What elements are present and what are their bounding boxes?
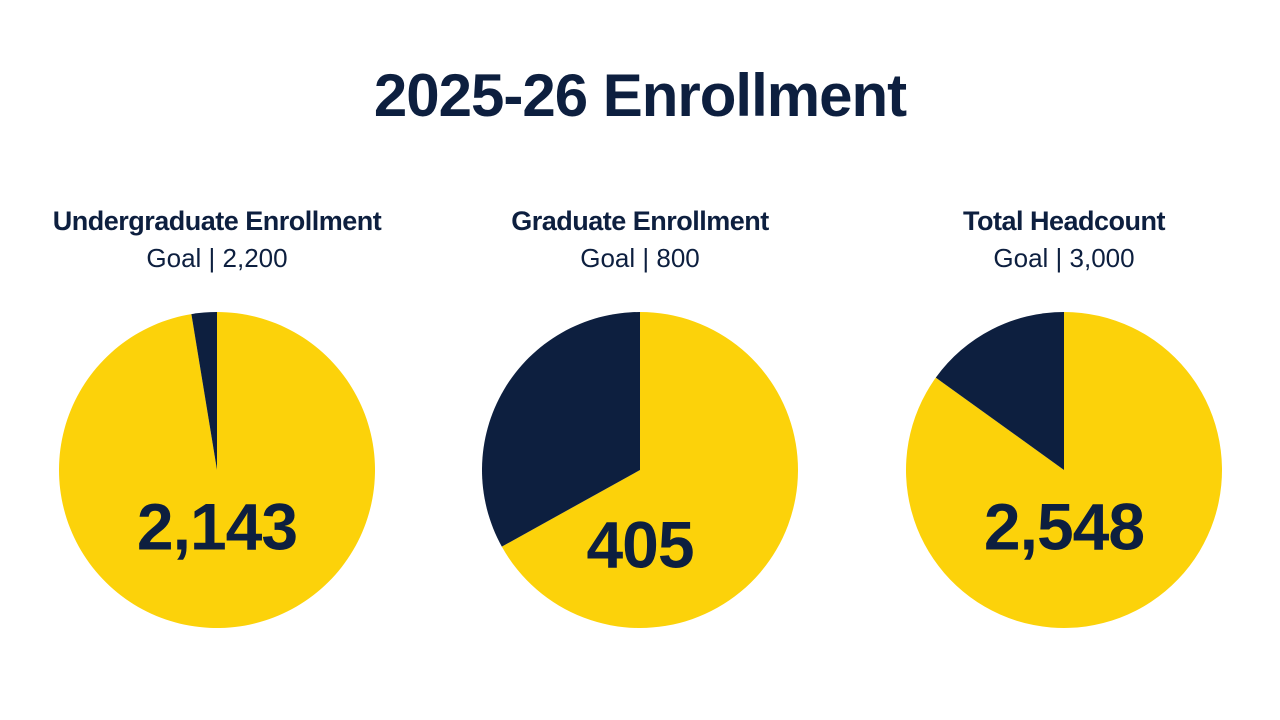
- pie-title: Total Headcount: [963, 206, 1166, 236]
- pie-slice: [482, 312, 640, 547]
- pie-slice: [501, 312, 798, 628]
- pie-value-label: 2,548: [984, 489, 1144, 563]
- pie-subtitle: Goal | 800: [580, 243, 700, 273]
- pie-value-label: 2,143: [137, 489, 297, 563]
- pie-slice: [191, 312, 217, 470]
- pie-title: Graduate Enrollment: [511, 206, 769, 236]
- pie-subtitle: Goal | 2,200: [146, 243, 287, 273]
- pie-slice: [935, 312, 1064, 470]
- pie-value-label: 405: [586, 507, 693, 581]
- pie-subtitle: Goal | 3,000: [993, 243, 1134, 273]
- pie-slice: [58, 312, 375, 629]
- pie-title: Undergraduate Enrollment: [53, 206, 382, 236]
- pie-slice: [906, 312, 1222, 629]
- main-title: 2025-26 Enrollment: [374, 62, 907, 129]
